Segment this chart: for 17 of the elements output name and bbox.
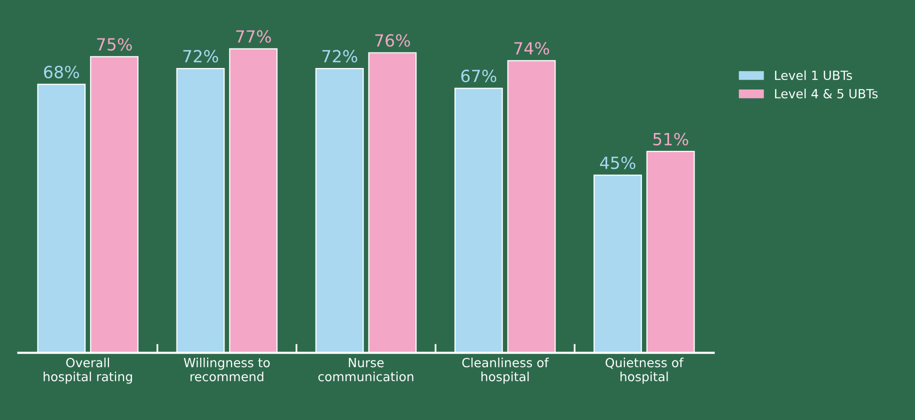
data-label: 72% xyxy=(322,50,358,63)
legend-label: Level 4 & 5 UBTs xyxy=(775,88,878,98)
x-tick-label: Nurse communication xyxy=(318,358,414,382)
data-label: 51% xyxy=(653,132,688,146)
data-label: 77% xyxy=(236,30,271,43)
x-tick-label: Quietness of hospital xyxy=(606,358,684,384)
x-tick-label: Cleanliness of hospital xyxy=(462,358,549,384)
x-tick-label: Overall hospital rating xyxy=(44,358,132,384)
data-label: 68% xyxy=(44,66,80,78)
data-label: 45% xyxy=(600,156,636,170)
data-label: 74% xyxy=(514,42,550,55)
x-tick-label: Willingness to recommend xyxy=(184,358,270,382)
data-label: 67% xyxy=(461,70,496,82)
data-label: 75% xyxy=(97,38,132,51)
data-label: 76% xyxy=(375,34,410,47)
data-label: 72% xyxy=(183,50,218,63)
legend-label: Level 1 UBTs xyxy=(775,70,852,80)
